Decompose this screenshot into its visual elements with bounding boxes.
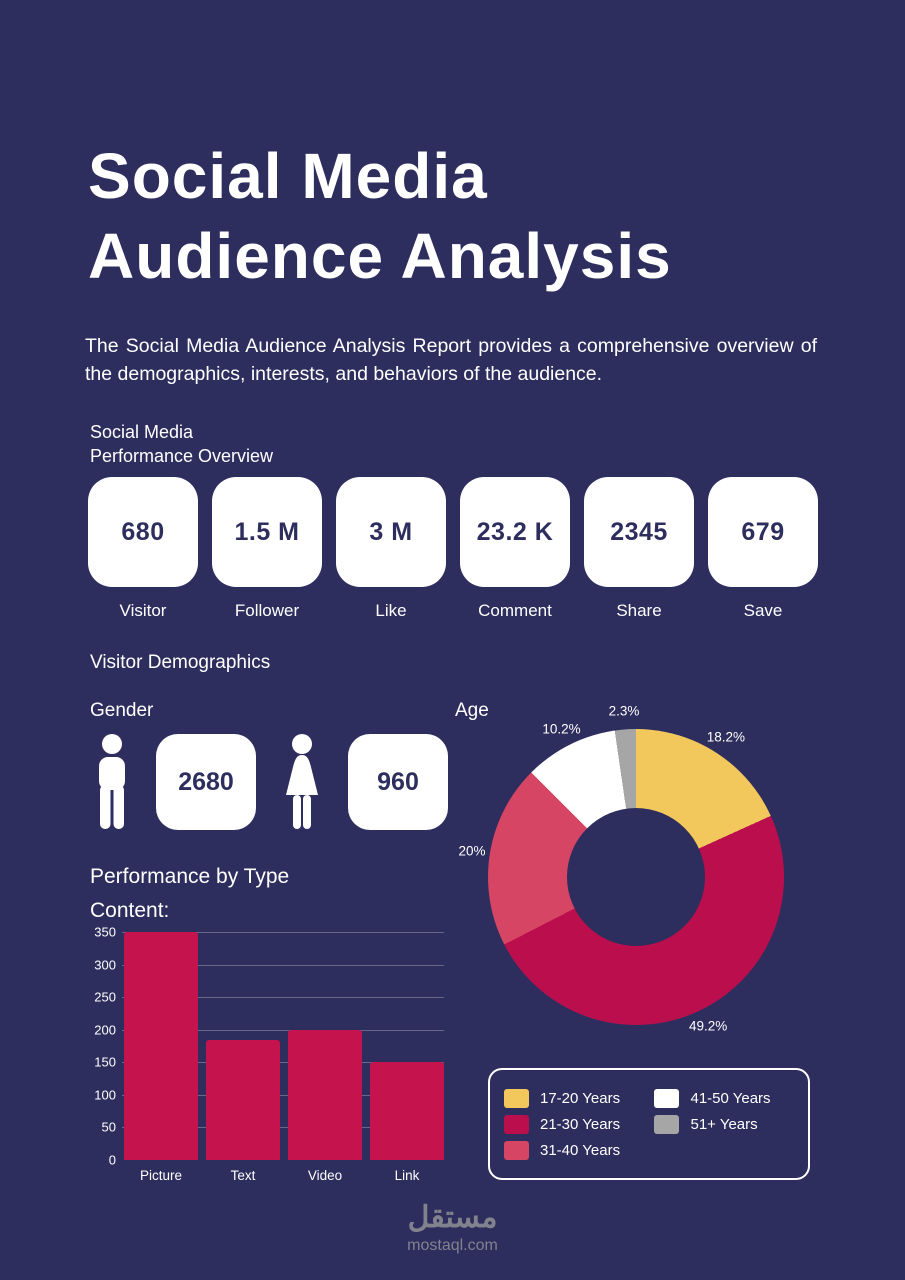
performance-heading: Social Media Performance Overview	[90, 420, 273, 469]
bar-xaxis: Picture Text Video Link	[122, 1168, 444, 1188]
age-donut-chart: 18.2% 49.2% 20% 10.2% 2.3%	[459, 704, 784, 1034]
gridline	[122, 1062, 444, 1064]
gridline	[122, 1029, 444, 1031]
y-tick-label: 50	[101, 1119, 116, 1135]
page-title-line1: Social Media	[88, 140, 488, 212]
x-tick-label: Picture	[139, 1168, 183, 1183]
y-tick-label: 350	[94, 924, 116, 940]
content-bar-chart: 0 50 100 150 200 250 300 350 Picture Text Video Li…	[88, 925, 450, 1188]
watermark: مستقل mostaql.com	[0, 1200, 905, 1255]
bar-picture	[124, 932, 198, 1160]
y-tick-label: 150	[94, 1054, 116, 1070]
y-tick-label: 200	[94, 1022, 116, 1038]
age-legend: 17-20 Years 21-30 Years 31-40 Years 41-50 Y…	[488, 1068, 810, 1180]
bar-text	[206, 1039, 280, 1160]
donut-slice-label: 10.2%	[542, 721, 581, 737]
stat-label: Like	[375, 601, 407, 620]
stat-value-card: 23.2 K	[460, 477, 570, 587]
stat-follower: 1.5 M Follower	[212, 477, 322, 621]
stat-value-card: 1.5 M	[212, 477, 322, 587]
y-tick-label: 300	[94, 957, 116, 973]
x-tick-label: Video	[307, 1168, 343, 1183]
stat-label: Follower	[234, 601, 300, 620]
y-tick-label: 0	[108, 1152, 116, 1168]
female-icon	[286, 734, 318, 829]
x-tick-label: Link	[394, 1168, 420, 1183]
brand-domain: mostaql.com	[407, 1237, 498, 1254]
donut-slice-label: 20%	[458, 843, 486, 859]
legend-label: 51+ Years	[690, 1115, 758, 1133]
stat-like: 3 M Like	[336, 477, 446, 621]
legend-swatch	[504, 1088, 529, 1108]
x-tick-label: Text	[230, 1168, 256, 1183]
legend-swatch	[654, 1088, 680, 1108]
legend-label: 41-50 Years	[690, 1089, 771, 1107]
legend-item: 21-30 Years	[504, 1111, 650, 1137]
page-title-line2: Audience Analysis	[88, 220, 672, 292]
bar-link	[370, 1062, 444, 1160]
legend-item: 51+ Years	[654, 1111, 794, 1137]
stat-save: 679 Save	[708, 477, 818, 621]
age-heading: Age	[455, 700, 489, 721]
page-title: Social Media Audience Analysis	[88, 136, 672, 296]
male-icon	[99, 734, 125, 829]
legend-item: 17-20 Years	[504, 1085, 650, 1111]
female-count-card: 960	[348, 734, 448, 830]
bar-plot	[122, 932, 444, 1160]
donut-slice-label: 49.2%	[689, 1018, 728, 1034]
stat-share: 2345 Share	[584, 477, 694, 621]
gender-row: 2680 960	[92, 733, 448, 831]
y-tick-label: 250	[94, 989, 116, 1005]
performance-heading-line2: Performance Overview	[90, 446, 274, 467]
stats-row: 680 Visitor 1.5 M Follower 3 M Like 23.2 K Comm…	[88, 477, 818, 621]
legend-label: 31-40 Years	[540, 1141, 621, 1159]
male-count-card: 2680	[156, 734, 256, 830]
gender-heading: Gender	[90, 700, 154, 721]
legend-item: 31-40 Years	[504, 1137, 650, 1163]
content-performance-heading-line2: Content:	[90, 898, 170, 922]
gridline	[122, 997, 444, 999]
legend-label: 17-20 Years	[540, 1089, 621, 1107]
legend-swatch	[654, 1114, 680, 1134]
donut-slice-label: 2.3%	[608, 703, 640, 719]
brand-arabic-logo: مستقل	[407, 1201, 498, 1234]
legend-label: 21-30 Years	[540, 1115, 621, 1133]
stat-comment: 23.2 K Comment	[460, 477, 570, 621]
stat-label: Visitor	[119, 601, 167, 620]
stat-label: Save	[743, 601, 783, 620]
bar-video	[288, 1029, 362, 1160]
bar-yaxis: 0 50 100 150 200 250 300 350	[88, 925, 116, 1168]
gridline	[122, 964, 444, 966]
performance-heading-line1: Social Media	[90, 422, 194, 442]
stat-visitor: 680 Visitor	[88, 477, 198, 621]
stat-label: Share	[616, 601, 662, 620]
y-tick-label: 100	[94, 1087, 116, 1103]
stat-value-card: 2345	[584, 477, 694, 587]
legend-item: 41-50 Years	[654, 1085, 794, 1111]
demographics-heading: Visitor Demographics	[90, 652, 271, 673]
page-subtitle: The Social Media Audience Analysis Repor…	[85, 335, 817, 385]
stat-value-card: 3 M	[336, 477, 446, 587]
age-donut-hole	[567, 808, 705, 946]
gridline	[122, 932, 444, 933]
stat-label: Comment	[478, 601, 552, 620]
stat-value-card: 680	[88, 477, 198, 587]
content-performance-heading: Performance by Type Content:	[90, 860, 289, 927]
donut-slice-label: 18.2%	[706, 729, 746, 745]
legend-swatch	[504, 1140, 529, 1160]
gridline	[122, 1094, 444, 1096]
stat-value-card: 679	[708, 477, 818, 587]
content-performance-heading-line1: Performance by Type	[90, 865, 290, 888]
gridline	[122, 1127, 444, 1129]
legend-swatch	[504, 1114, 529, 1134]
